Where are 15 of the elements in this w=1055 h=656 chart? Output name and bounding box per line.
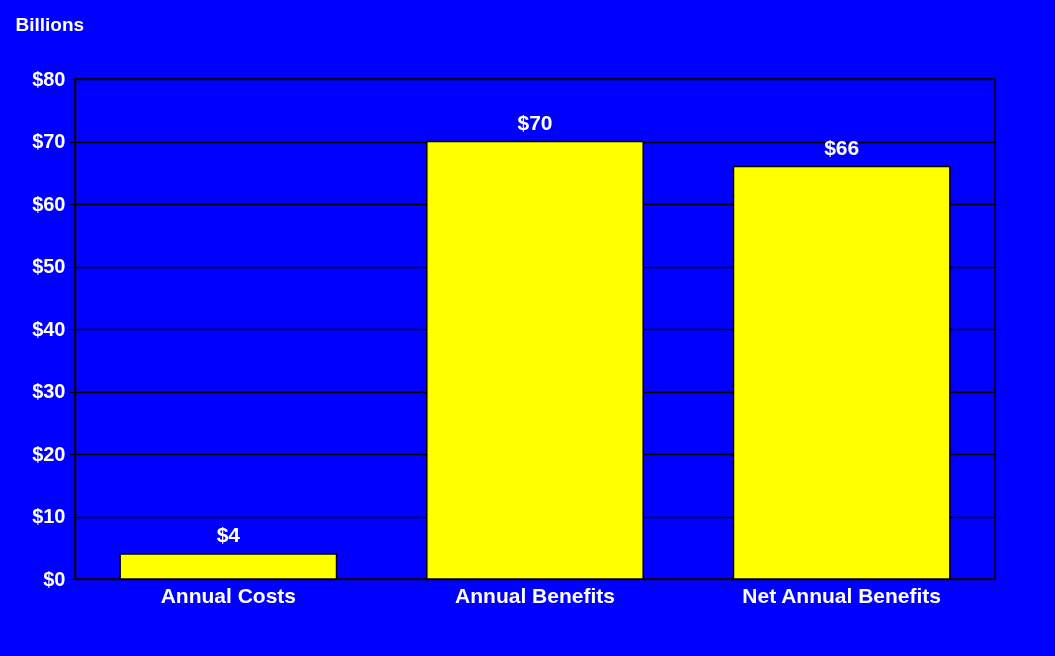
y-tick-label: $60	[32, 192, 66, 215]
y-tick-label: $70	[32, 130, 66, 152]
y-tick-label: $30	[32, 380, 66, 402]
data-label: $4	[216, 523, 241, 546]
y-axis-title: Billions	[15, 13, 85, 35]
y-tick-label: $80	[32, 67, 66, 90]
y-tick-label: $0	[43, 567, 66, 590]
x-tick-label: Net Annual Benefits	[742, 583, 942, 607]
x-tick-label: Annual Costs	[160, 583, 297, 607]
y-tick-label: $40	[32, 317, 66, 340]
y-tick-label: $20	[32, 442, 66, 465]
y-tick-label: $50	[32, 255, 66, 277]
y-tick-label: $10	[32, 505, 66, 527]
data-label: $70	[517, 110, 553, 134]
x-tick-label: Annual Benefits	[455, 583, 615, 607]
